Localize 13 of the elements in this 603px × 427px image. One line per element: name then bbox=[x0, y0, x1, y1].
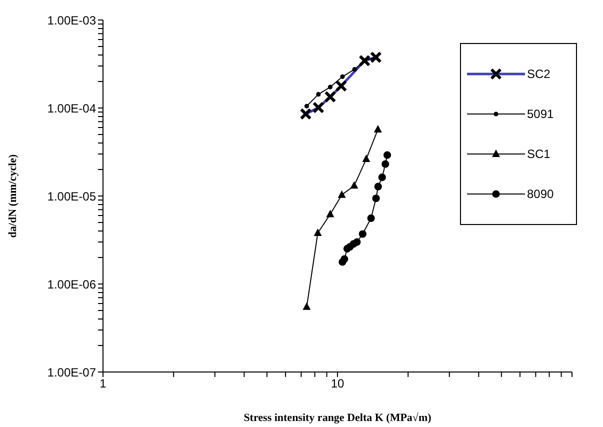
y-tick-label: 1.00E-05 bbox=[47, 189, 96, 204]
y-tick-label: 1.00E-03 bbox=[47, 13, 96, 28]
legend-label: 5091 bbox=[527, 107, 554, 121]
y-tick-label: 1.00E-04 bbox=[47, 101, 96, 116]
legend-label: SC2 bbox=[527, 67, 550, 81]
x-axis-title: Stress intensity range Delta K (MPa√m) bbox=[244, 412, 432, 424]
x-tick-label: 10 bbox=[330, 376, 344, 391]
y-tick-label: 1.00E-06 bbox=[47, 277, 96, 292]
y-axis-title: da/dN (mm/cycle) bbox=[6, 154, 19, 238]
x-tick-label: 1 bbox=[100, 376, 107, 391]
legend-label: 8090 bbox=[527, 187, 554, 201]
legend-label: SC1 bbox=[527, 147, 550, 161]
y-tick-label: 1.00E-07 bbox=[47, 365, 96, 380]
